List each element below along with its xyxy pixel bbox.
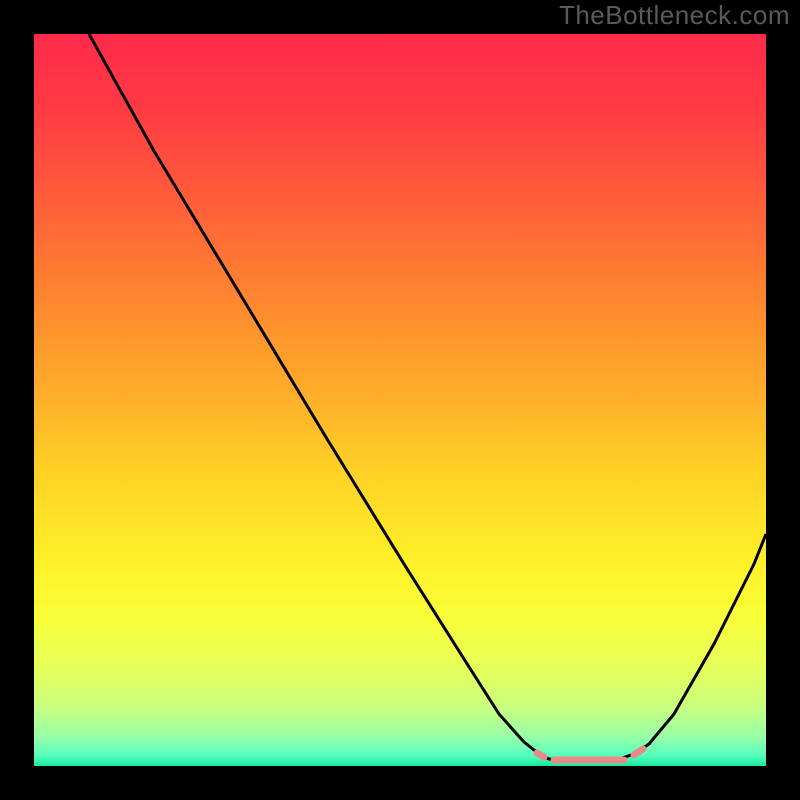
curve-overlay — [34, 34, 766, 766]
chart-canvas: TheBottleneck.com — [0, 0, 800, 800]
bottleneck-curve — [89, 34, 766, 760]
optimal-range-segment-2 — [634, 749, 643, 755]
watermark-text: TheBottleneck.com — [559, 0, 790, 30]
optimal-range-segment-0 — [537, 753, 544, 757]
